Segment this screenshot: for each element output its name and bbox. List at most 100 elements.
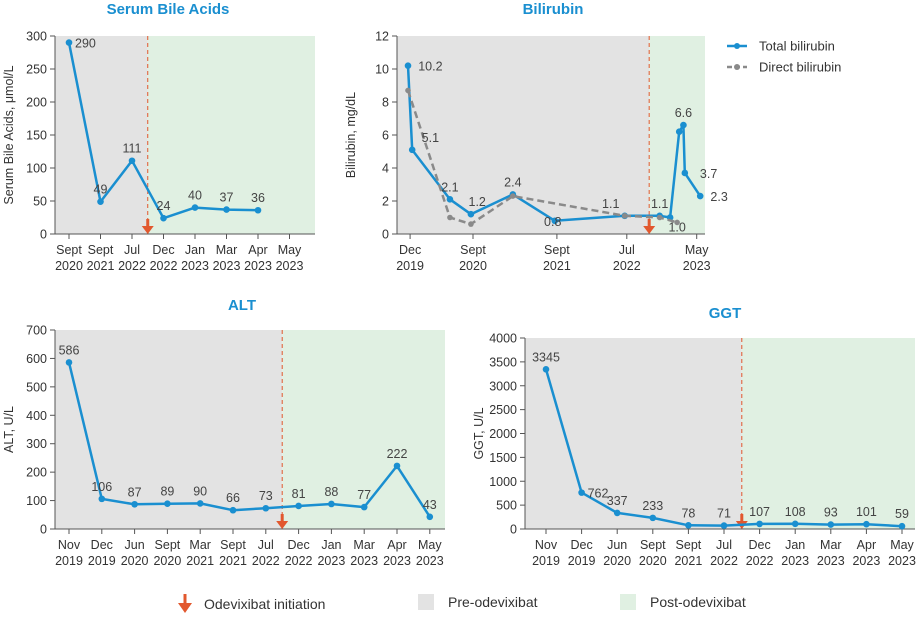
data-label: 81 xyxy=(292,487,306,501)
data-point xyxy=(863,520,870,528)
x-tick-label: Jul 2022 xyxy=(118,243,146,273)
y-axis-label: Bilirubin, mg/dL xyxy=(344,92,358,178)
data-label: 66 xyxy=(226,491,240,505)
data-label: 233 xyxy=(642,499,663,513)
data-point xyxy=(674,219,680,226)
y-axis-label: Serum Bile Acids, μmol/L xyxy=(2,65,16,204)
y-tick-label: 400 xyxy=(26,409,47,423)
series-line xyxy=(67,362,431,518)
y-tick-label: 2 xyxy=(382,195,389,209)
legend-post-label: Post-odevixibat xyxy=(650,594,746,610)
post-odevixibat-region xyxy=(282,330,445,529)
data-point xyxy=(229,506,237,514)
initiation-arrow-shaft xyxy=(280,514,284,523)
data-point xyxy=(254,206,262,214)
data-point xyxy=(447,214,453,221)
y-tick-label: 100 xyxy=(26,162,47,176)
y-tick-label: 300 xyxy=(26,30,47,44)
data-point xyxy=(720,522,728,529)
figure-legend: Odevixibat initiation Pre-odevixibat Pos… xyxy=(0,588,918,622)
x-tick-label: Dec 2022 xyxy=(285,538,313,568)
legend-label: Total bilirubin xyxy=(759,39,835,54)
x-tick-label: Jun 2020 xyxy=(603,538,631,568)
chart-title: Serum Bile Acids xyxy=(107,1,230,18)
data-label: 290 xyxy=(75,37,96,51)
y-tick-label: 3000 xyxy=(489,379,517,393)
x-tick-label: Dec 2022 xyxy=(746,538,774,568)
data-label: 762 xyxy=(588,487,609,501)
x-tick-label: Jan 2023 xyxy=(781,538,809,568)
data-label: 49 xyxy=(94,183,108,197)
x-tick-label: May 2023 xyxy=(683,243,711,273)
y-tick-label: 4 xyxy=(382,162,389,176)
x-tick-label: Sept 2021 xyxy=(87,243,115,273)
initiation-arrow-shaft xyxy=(647,219,651,228)
data-label: 337 xyxy=(607,494,628,508)
data-label: 10.2 xyxy=(418,60,442,74)
initiation-arrow-head xyxy=(141,226,154,234)
x-tick-label: Mar 2023 xyxy=(817,538,845,568)
data-label: 73 xyxy=(259,489,273,503)
post-odevixibat-region xyxy=(741,338,915,529)
x-tick-label: Dec 2019 xyxy=(88,538,116,568)
data-point xyxy=(467,210,475,218)
data-label: 2.1 xyxy=(441,180,458,194)
data-point xyxy=(65,359,73,366)
x-tick-label: Sept 2020 xyxy=(459,243,487,273)
data-point xyxy=(223,206,230,213)
chart-title: ALT xyxy=(228,297,256,314)
data-point xyxy=(675,128,683,135)
pre-odevixibat-region xyxy=(525,338,742,529)
y-tick-label: 250 xyxy=(26,63,47,77)
down-arrow-icon xyxy=(178,594,192,613)
data-point xyxy=(191,204,199,211)
y-tick-label: 200 xyxy=(26,96,47,110)
data-label: 6.6 xyxy=(675,106,692,120)
data-label: 89 xyxy=(160,485,174,499)
x-tick-label: Nov 2019 xyxy=(55,538,83,568)
data-point xyxy=(128,157,136,165)
data-label: 90 xyxy=(193,484,207,498)
y-tick-label: 300 xyxy=(26,437,47,451)
x-tick-label: Dec 2019 xyxy=(568,538,596,568)
data-point xyxy=(649,514,657,522)
data-label: 108 xyxy=(785,505,806,519)
data-label: 78 xyxy=(681,506,695,520)
data-point xyxy=(405,87,411,94)
x-tick-label: Jun 2020 xyxy=(121,538,149,568)
y-tick-label: 700 xyxy=(26,324,47,338)
y-tick-label: 8 xyxy=(382,96,389,110)
post-odevixibat-region xyxy=(649,36,705,234)
y-tick-label: 0 xyxy=(40,228,47,242)
legend-initiation-label: Odevixibat initiation xyxy=(204,596,326,612)
pre-odevixibat-region xyxy=(55,330,283,529)
post-swatch xyxy=(620,594,636,610)
data-label: 1.1 xyxy=(651,197,668,211)
data-point xyxy=(160,214,167,222)
data-point xyxy=(98,495,106,503)
y-tick-label: 150 xyxy=(26,129,47,143)
data-point xyxy=(613,509,621,517)
data-label: 1.2 xyxy=(469,195,486,209)
x-tick-label: Mar 2023 xyxy=(213,243,241,273)
data-point xyxy=(696,192,704,200)
data-point xyxy=(196,500,204,507)
data-point xyxy=(393,462,401,470)
x-tick-label: Dec 2022 xyxy=(150,243,178,273)
x-tick-label: Dec 2019 xyxy=(396,243,424,273)
y-axis-label: ALT, U/L xyxy=(2,406,16,453)
x-tick-label: Sept 2021 xyxy=(543,243,571,273)
data-label: 43 xyxy=(423,498,437,512)
legend-pre: Pre-odevixibat xyxy=(418,594,538,610)
legend-label: Direct bilirubin xyxy=(759,60,841,75)
x-tick-label: Nov 2019 xyxy=(532,538,560,568)
legend-marker xyxy=(734,43,740,49)
y-tick-label: 500 xyxy=(26,380,47,394)
data-point xyxy=(551,217,559,225)
x-tick-label: Apr 2023 xyxy=(383,538,411,568)
legend-post: Post-odevixibat xyxy=(620,594,746,610)
x-tick-label: May 2023 xyxy=(416,538,444,568)
